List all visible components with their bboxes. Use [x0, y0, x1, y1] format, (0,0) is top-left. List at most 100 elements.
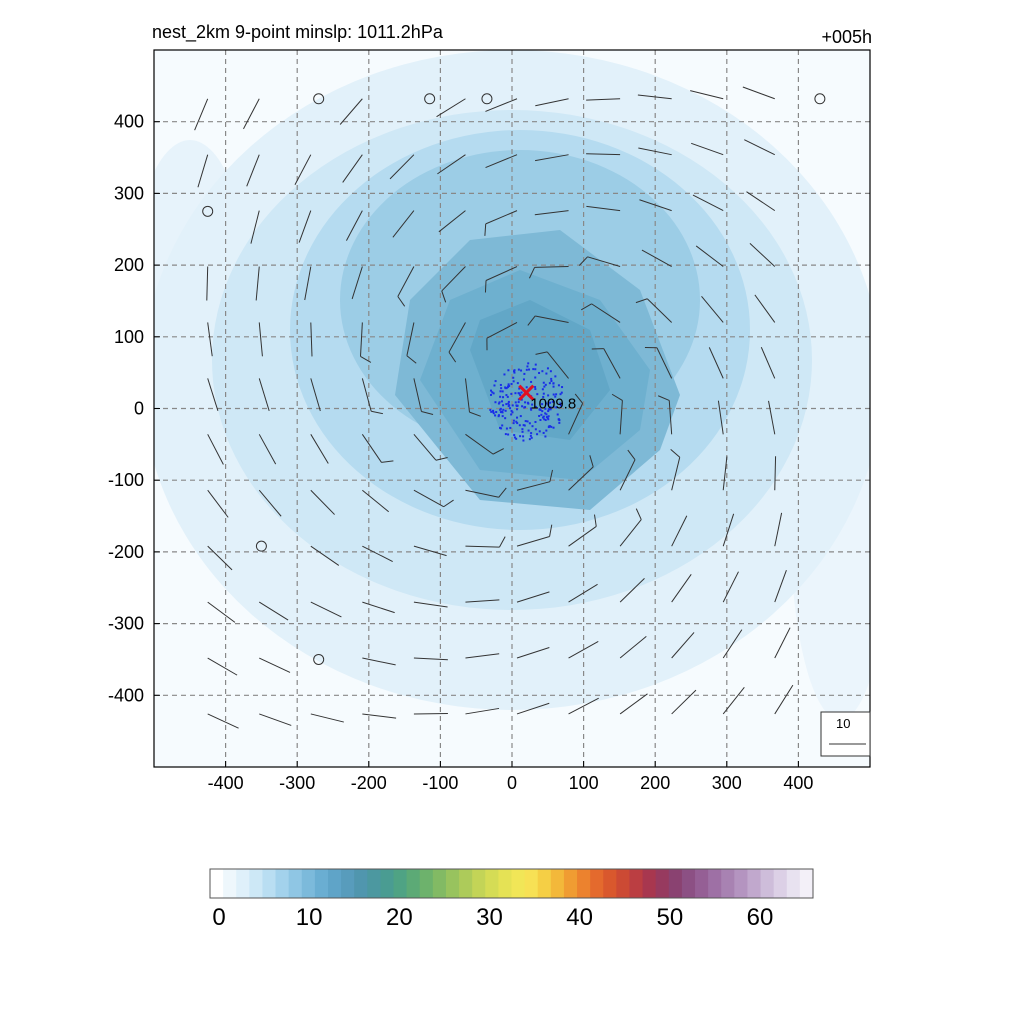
contour-dot [526, 420, 529, 423]
colorbar-cell [301, 869, 316, 898]
contour-dot [546, 367, 549, 370]
contour-dot [549, 401, 552, 404]
calm-circle [481, 93, 493, 105]
wind-barb [310, 601, 342, 618]
wind-barb [310, 713, 344, 723]
reference-vector-box: 10 [820, 711, 871, 757]
wind-barb [568, 697, 599, 715]
wind-barb [638, 147, 672, 156]
contour-dot [547, 415, 550, 418]
wind-barb [534, 154, 569, 162]
contour-dot [517, 401, 520, 404]
contour-dot [497, 415, 500, 418]
wind-barb [464, 378, 470, 413]
contour-dot [524, 401, 527, 404]
colorbar-cell [747, 869, 762, 898]
contour-dot [552, 426, 555, 429]
calm-circle [313, 93, 325, 105]
contour-dot [538, 408, 541, 411]
wind-barb [516, 481, 551, 491]
wind-barb-flag [578, 256, 588, 266]
contour-dot [504, 386, 507, 389]
contour-dot [527, 362, 530, 365]
wind-barb [485, 98, 518, 112]
wind-barb [637, 94, 672, 100]
wind-barb [362, 545, 393, 562]
wind-barb [546, 351, 569, 379]
colorbar-cell [419, 869, 434, 898]
wind-barb [243, 98, 260, 130]
contour-dot [544, 412, 547, 415]
contour-dot [536, 433, 539, 436]
colorbar-cell [616, 869, 630, 898]
contour-dot [509, 407, 512, 410]
wind-barb-flag [574, 393, 584, 404]
colorbar-cell [799, 869, 814, 898]
wind-barb [413, 601, 448, 608]
wind-barb [485, 266, 518, 281]
wind-barb [342, 154, 363, 183]
y-axis-ticks: 400 300 200 100 0 -100 -200 -300 -400 [108, 112, 160, 705]
wind-barb [671, 573, 692, 603]
wind-vectors [194, 86, 794, 729]
contour-dot [519, 435, 522, 438]
wind-barb-flag [527, 315, 536, 326]
x-tick-label: -300 [279, 773, 315, 793]
colorbar-cell [314, 869, 329, 898]
contour-dot [542, 395, 545, 398]
contour-dot [517, 368, 520, 371]
contour-dot [502, 408, 505, 411]
y-tick-label: -400 [108, 685, 144, 705]
wind-barb [774, 684, 794, 715]
contour-dot [489, 393, 492, 396]
wind-barb [362, 489, 390, 513]
contour-dot [501, 411, 504, 414]
contour-dot [549, 406, 552, 409]
y-tick-label: -100 [108, 470, 144, 490]
colorbar-cell [603, 869, 617, 898]
wind-barb [194, 98, 209, 131]
contour-dot [513, 369, 516, 372]
wind-barb [207, 601, 236, 623]
calm-circle [255, 540, 267, 552]
contour-dot [515, 420, 518, 423]
wind-barb-flag [435, 456, 448, 461]
colorbar-cell [773, 869, 788, 898]
wind-barb [465, 653, 500, 659]
contour-dot [512, 419, 515, 422]
wind-barb [304, 266, 312, 301]
x-tick-label: 300 [712, 773, 742, 793]
colorbar-cell [393, 869, 408, 898]
contour-dot [512, 422, 515, 425]
wind-barb [708, 347, 724, 379]
wind-barb [516, 535, 550, 547]
wind-barb [717, 400, 724, 435]
contour-dot [500, 387, 503, 390]
contour-dot [492, 392, 495, 395]
wind-barb [746, 191, 776, 212]
y-tick-label: 0 [134, 399, 144, 419]
colorbar-cell [236, 869, 250, 898]
y-tick-label: -300 [108, 614, 144, 634]
colorbar-cell [472, 869, 486, 898]
contour-dot [506, 386, 509, 389]
x-tick-label: -400 [208, 773, 244, 793]
colorbar-cell [590, 869, 604, 898]
wind-barb [774, 627, 791, 659]
wind-barb [258, 434, 277, 465]
colorbar-cell [210, 869, 224, 898]
wind-barb [259, 657, 291, 673]
colorbar-cell [445, 869, 460, 898]
wind-barb [516, 647, 550, 659]
contour-dot [522, 378, 525, 381]
wind-barb-flag [635, 508, 642, 520]
contour-dot [541, 410, 544, 413]
wind-barb [441, 266, 466, 292]
contour-dot [521, 405, 524, 408]
wind-barb [392, 210, 415, 238]
wind-barb [436, 98, 466, 118]
contour-dot [525, 386, 528, 389]
wind-barb [768, 400, 776, 435]
contour-dot [501, 415, 504, 418]
